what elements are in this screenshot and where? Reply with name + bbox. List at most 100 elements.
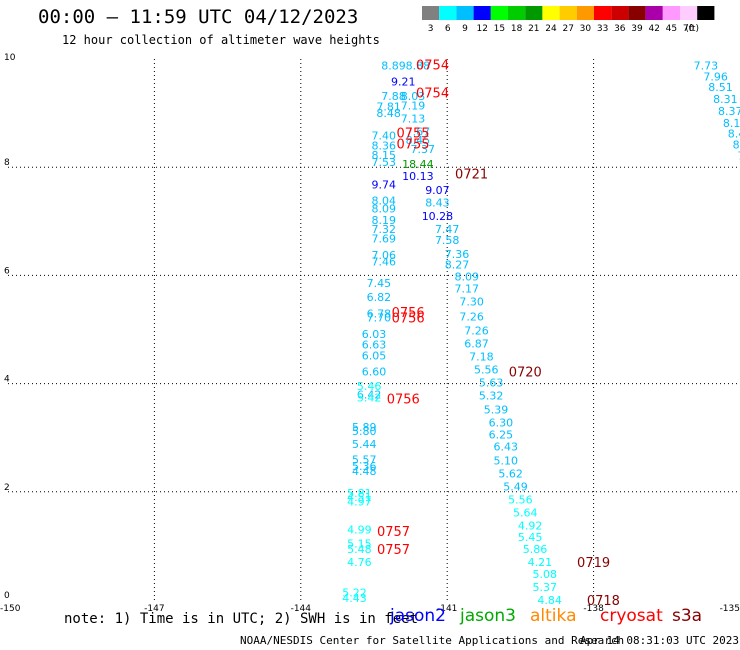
- wave-height-label: 4.43: [342, 592, 367, 605]
- wave-height-label: 8.09: [454, 270, 479, 283]
- wave-height-label: 8.45: [406, 134, 431, 147]
- wave-height-label: 4.92: [518, 519, 543, 532]
- legend-swatch: [662, 6, 680, 20]
- legend-swatch: [473, 6, 491, 20]
- wave-height-label: 18.44: [402, 158, 434, 171]
- time-label: 0721: [455, 168, 488, 183]
- legend-swatch: [422, 6, 440, 20]
- wave-height-label: 8.51: [708, 81, 733, 94]
- wave-height-label: 8.27: [445, 259, 470, 272]
- satellite-jason2: jason2: [390, 606, 446, 626]
- wave-height-label: 6.43: [494, 440, 519, 453]
- x-tick-label: -150: [0, 604, 21, 614]
- wave-height-label: 5.32: [479, 390, 504, 403]
- x-tick-label: -141: [437, 604, 457, 614]
- wave-height-label: 5.36: [352, 460, 377, 473]
- time-label: 0757: [377, 543, 410, 558]
- y-tick-label: 8: [4, 158, 10, 168]
- y-tick-label: 4: [4, 375, 10, 385]
- wave-height-label: 7.45: [367, 277, 392, 290]
- legend-label: 18: [511, 24, 523, 34]
- y-tick-label: 6: [4, 266, 10, 276]
- wave-height-label: 8.31: [713, 93, 738, 106]
- wave-height-label: 7.73: [694, 59, 719, 72]
- wave-height-label: 7.13: [401, 113, 426, 126]
- y-tick-label: 10: [4, 53, 16, 63]
- wave-height-label: 7.58: [435, 234, 460, 247]
- legend-label: 3: [428, 24, 434, 34]
- legend-label: 9: [462, 24, 468, 34]
- wave-height-label: 7.96: [703, 70, 728, 83]
- time-label: 0756: [387, 393, 420, 408]
- satellite-cryosat: cryosat: [600, 606, 663, 626]
- wave-height-label: 5.45: [518, 531, 543, 544]
- wave-height-label: 5.42: [357, 392, 382, 405]
- page-title: 00:00 – 11:59 UTC 04/12/2023: [38, 6, 359, 28]
- legend-label: 27: [562, 24, 573, 34]
- wave-height-label: 5.56: [508, 493, 533, 506]
- wave-height-label: 7.93: [738, 149, 740, 162]
- wave-height-label: 4.21: [528, 556, 553, 569]
- wave-height-label: 6.25: [489, 428, 514, 441]
- wave-height-label: 7.32: [372, 223, 397, 236]
- wave-height-label: 8.37: [718, 105, 740, 118]
- wave-height-label: 7.47: [435, 223, 460, 236]
- wave-height-label: 9.07: [425, 184, 450, 197]
- legend-label: 21: [528, 24, 539, 34]
- wave-height-label: 8.48: [376, 107, 401, 120]
- wave-height-label: 6.82: [367, 291, 392, 304]
- wave-height-label: 5.64: [513, 506, 538, 519]
- legend-swatch: [594, 6, 612, 20]
- legend-label: 15: [494, 24, 505, 34]
- wave-height-label: 5.62: [498, 467, 523, 480]
- wave-height-label: 5.37: [533, 581, 558, 594]
- time-label: 0718: [587, 594, 620, 609]
- wave-height-label: 7.69: [372, 233, 397, 246]
- wave-height-label: 8.19: [372, 214, 397, 227]
- time-label: 0720: [509, 366, 542, 381]
- wave-height-label: 7.46: [372, 255, 397, 268]
- legend-label: 70: [683, 24, 695, 34]
- legend-swatch: [508, 6, 526, 20]
- wave-height-label: 4.48: [352, 465, 377, 478]
- legend-swatch: [576, 6, 594, 20]
- x-tick-label: -147: [144, 604, 164, 614]
- time-label: 0756: [392, 312, 425, 327]
- time-label: 0719: [577, 556, 610, 571]
- wave-height-label: 4.76: [347, 556, 372, 569]
- legend-swatch: [559, 6, 577, 20]
- legend-swatch: [490, 6, 508, 20]
- wave-height-label: 5.57: [352, 453, 377, 466]
- wave-height-label: 5.48: [347, 543, 372, 556]
- wave-height-label: 8.18: [723, 117, 740, 130]
- satellite-altika: altika: [530, 606, 577, 626]
- wave-height-label: 6.42: [357, 388, 382, 401]
- wave-height-label: 4.97: [347, 496, 372, 509]
- wave-height-label: 8.04: [372, 195, 397, 208]
- legend-swatch: [645, 6, 663, 20]
- wave-height-label: 6.63: [362, 339, 387, 352]
- y-tick-label: 0: [4, 591, 10, 601]
- wave-height-label: 7.81: [376, 101, 401, 114]
- wave-height-label: 6.03: [362, 328, 387, 341]
- legend-label: 30: [580, 24, 592, 34]
- wave-height-label: 5.89: [352, 421, 377, 434]
- wave-height-label: 6.87: [464, 338, 489, 351]
- wave-height-label: 8.15: [372, 149, 397, 162]
- wave-height-label: 5.86: [523, 543, 548, 556]
- legend-swatch: [542, 6, 560, 20]
- wave-height-label: 6.60: [362, 366, 387, 379]
- legend-label: 36: [614, 24, 626, 34]
- wave-height-label: 8.09: [372, 202, 397, 215]
- satellite-jason3: jason3: [460, 606, 516, 626]
- wave-height-label: 5.44: [352, 438, 377, 451]
- wave-height-label: 10.13: [402, 170, 434, 183]
- footer-credit: NOAA/NESDIS Center for Satellite Applica…: [240, 634, 625, 647]
- legend-label: 6: [445, 24, 451, 34]
- legend-swatch: [680, 6, 698, 20]
- legend-label: 12: [476, 24, 487, 34]
- legend-unit-label: (ft): [685, 24, 699, 34]
- wave-height-label: 4.51: [347, 491, 372, 504]
- wave-height-label: 7.17: [454, 282, 479, 295]
